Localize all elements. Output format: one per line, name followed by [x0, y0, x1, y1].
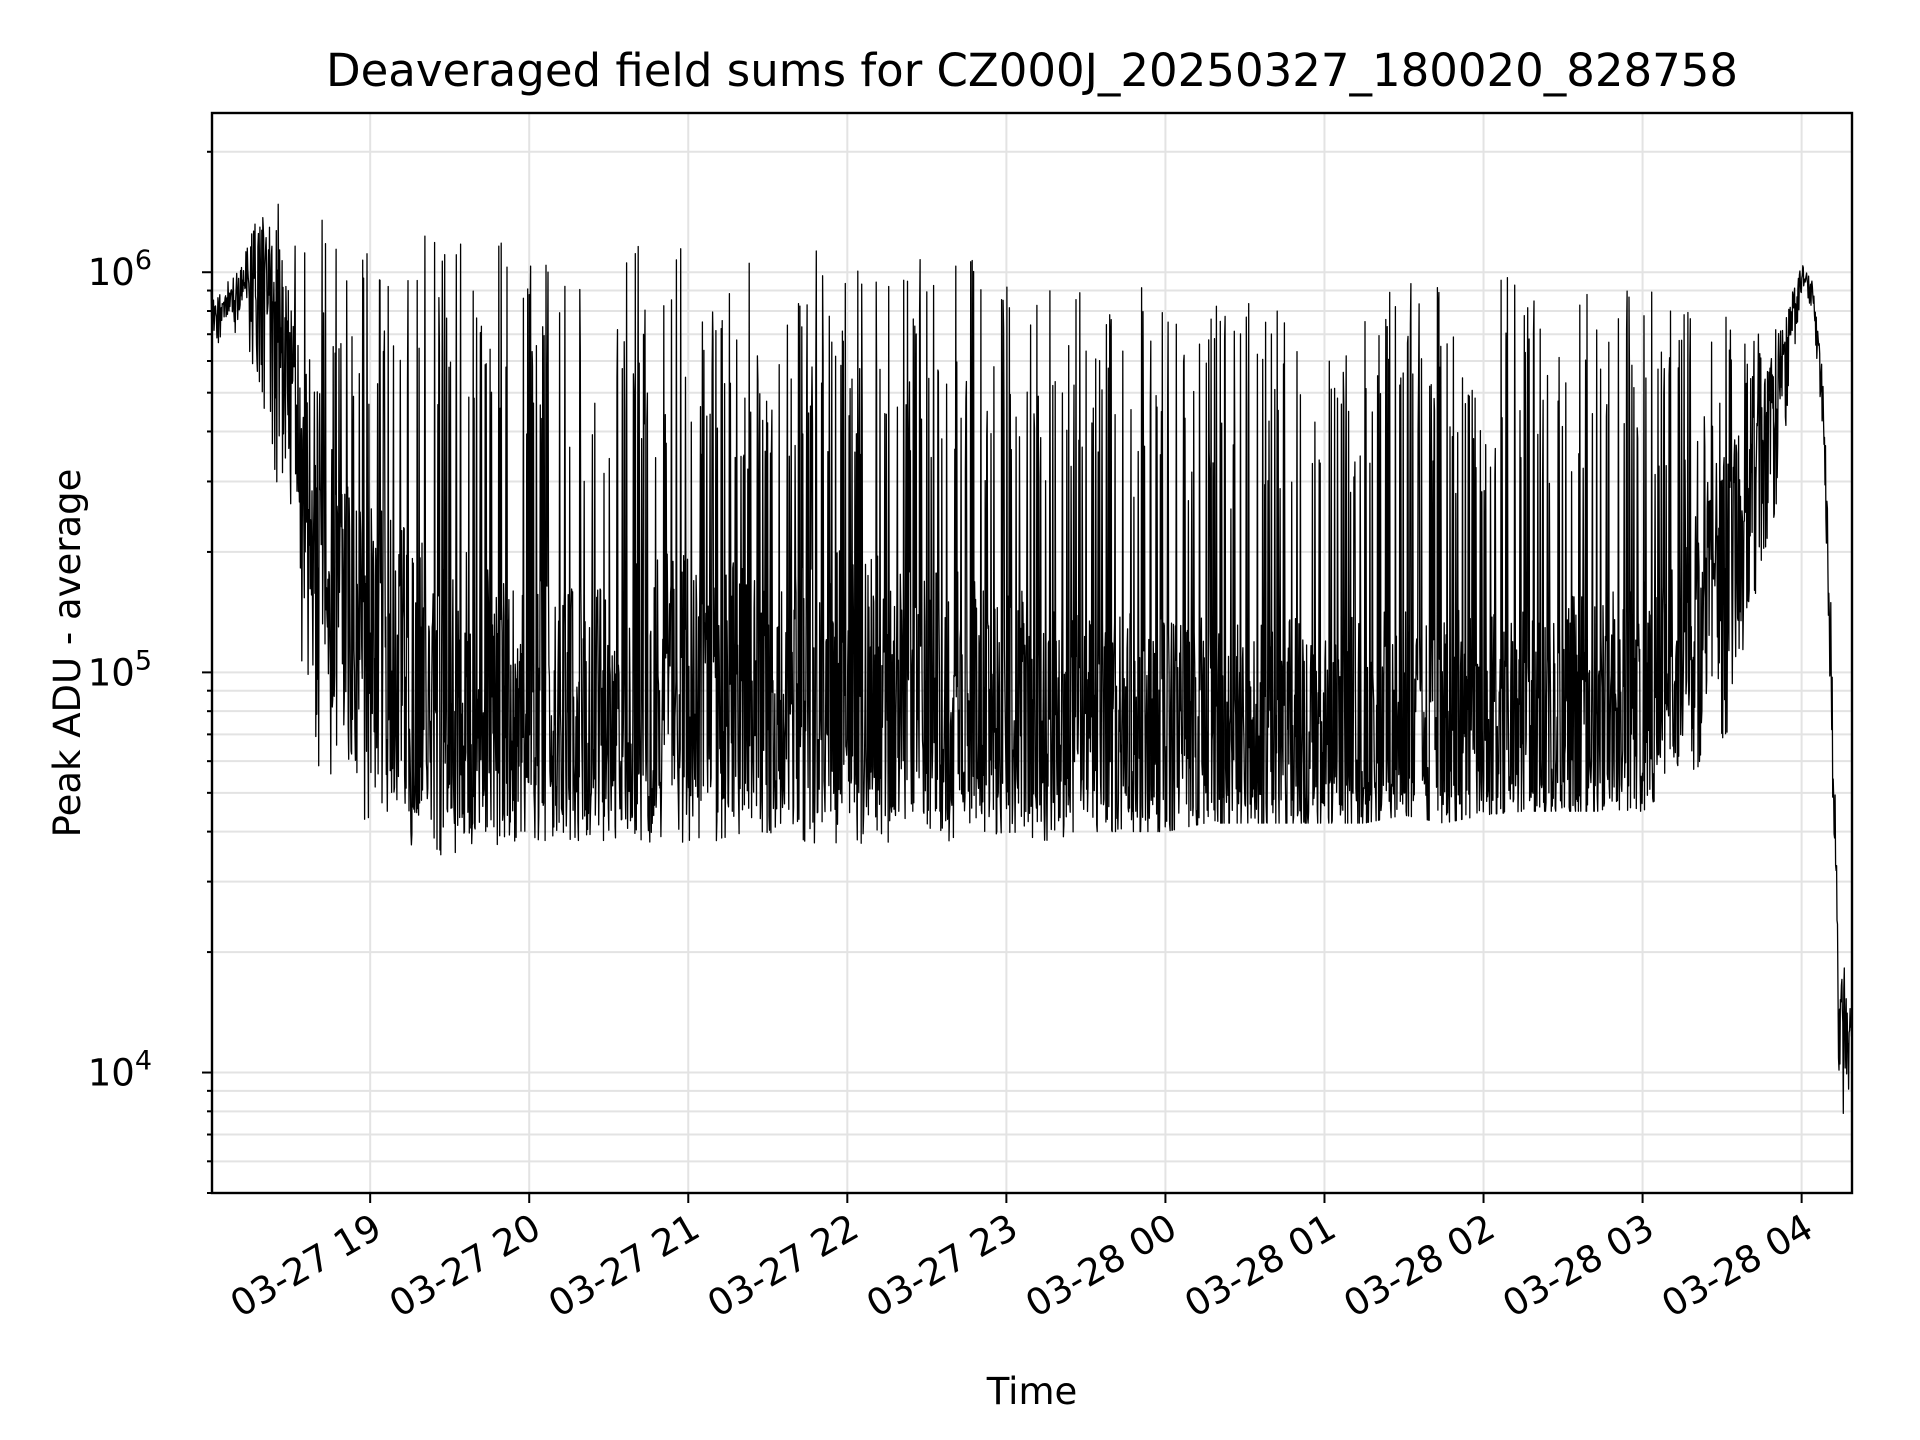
y-tick-label: 104 — [88, 1046, 152, 1095]
y-axis-label: Peak ADU - average — [46, 469, 89, 838]
x-tick-label: 03-28 00 — [1018, 1206, 1184, 1326]
y-tick-exponent: 4 — [135, 1046, 152, 1077]
x-tick-label: 03-27 20 — [382, 1206, 548, 1326]
x-tick-label: 03-28 04 — [1655, 1206, 1821, 1326]
x-tick-label: 03-27 22 — [700, 1206, 866, 1326]
x-tick-label: 03-27 19 — [223, 1206, 389, 1326]
x-tick-label: 03-28 01 — [1177, 1206, 1343, 1326]
chart-title: Deaveraged field sums for CZ000J_2025032… — [326, 44, 1738, 97]
series-line — [210, 203, 1853, 1115]
x-tick-label: 03-28 03 — [1496, 1206, 1662, 1326]
x-tick-label: 03-27 23 — [859, 1206, 1025, 1326]
y-tick-exponent: 6 — [135, 245, 152, 276]
series-layer — [210, 203, 1853, 1115]
y-tick-label: 106 — [88, 245, 152, 294]
y-tick-base: 10 — [88, 651, 135, 694]
x-axis-label: Time — [986, 1370, 1078, 1413]
y-tick-base: 10 — [88, 251, 135, 294]
y-tick-base: 10 — [88, 1052, 135, 1095]
y-tick-label: 105 — [88, 645, 152, 694]
x-tick-label: 03-27 21 — [541, 1206, 707, 1326]
y-tick-exponent: 5 — [135, 645, 152, 676]
plot-frame — [210, 111, 1854, 1195]
x-tick-label: 03-28 02 — [1336, 1206, 1502, 1326]
